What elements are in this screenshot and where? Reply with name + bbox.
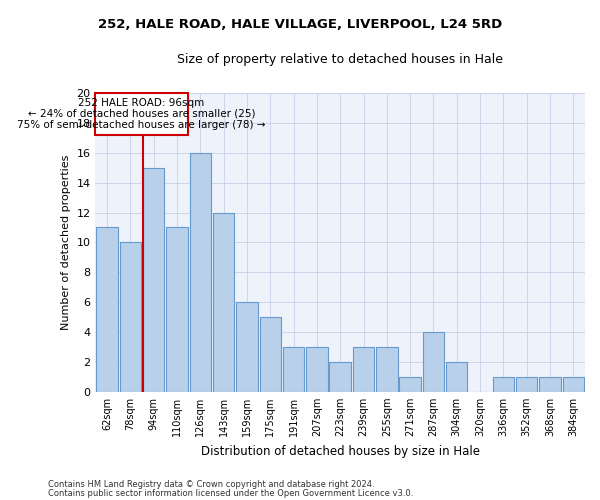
Text: 75% of semi-detached houses are larger (78) →: 75% of semi-detached houses are larger (… [17, 120, 266, 130]
Bar [376, 347, 398, 392]
Bar [329, 362, 351, 392]
Bar [283, 347, 304, 392]
Bar [119, 242, 141, 392]
Bar [306, 347, 328, 392]
Bar [400, 377, 421, 392]
Bar [446, 362, 467, 392]
Bar [190, 153, 211, 392]
Text: ← 24% of detached houses are smaller (25): ← 24% of detached houses are smaller (25… [28, 109, 256, 119]
Text: 252, HALE ROAD, HALE VILLAGE, LIVERPOOL, L24 5RD: 252, HALE ROAD, HALE VILLAGE, LIVERPOOL,… [98, 18, 502, 30]
FancyBboxPatch shape [95, 93, 188, 135]
Y-axis label: Number of detached properties: Number of detached properties [61, 154, 71, 330]
Bar [353, 347, 374, 392]
Bar [213, 212, 235, 392]
Text: Contains public sector information licensed under the Open Government Licence v3: Contains public sector information licen… [48, 488, 413, 498]
Title: Size of property relative to detached houses in Hale: Size of property relative to detached ho… [177, 52, 503, 66]
X-axis label: Distribution of detached houses by size in Hale: Distribution of detached houses by size … [201, 444, 480, 458]
Bar [493, 377, 514, 392]
Text: Contains HM Land Registry data © Crown copyright and database right 2024.: Contains HM Land Registry data © Crown c… [48, 480, 374, 489]
Bar [539, 377, 561, 392]
Bar [563, 377, 584, 392]
Text: 252 HALE ROAD: 96sqm: 252 HALE ROAD: 96sqm [79, 98, 205, 108]
Bar [236, 302, 257, 392]
Bar [97, 228, 118, 392]
Bar [260, 317, 281, 392]
Bar [143, 168, 164, 392]
Bar [166, 228, 188, 392]
Bar [423, 332, 444, 392]
Bar [516, 377, 538, 392]
